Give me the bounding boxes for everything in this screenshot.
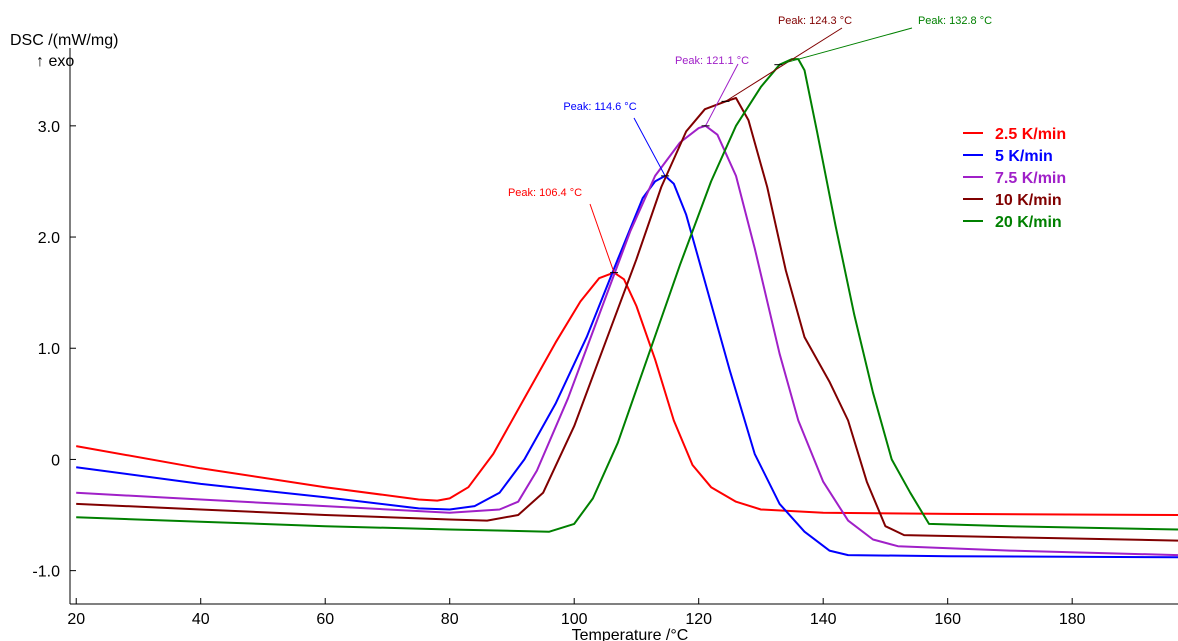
series-line bbox=[76, 58, 1178, 533]
x-tick-label: 80 bbox=[441, 611, 459, 628]
peak-label: Peak: 132.8 °C bbox=[918, 15, 992, 27]
series-line bbox=[76, 174, 1178, 559]
peak-leader-line bbox=[633, 117, 666, 177]
x-axis-title: Temperature /°C bbox=[572, 627, 689, 641]
legend-label: 5 K/min bbox=[995, 148, 1053, 165]
peak-leader-line bbox=[705, 63, 739, 127]
x-tick-label: 120 bbox=[685, 611, 712, 628]
peak-leader-line bbox=[778, 27, 913, 66]
y-tick-label: 3.0 bbox=[38, 119, 60, 136]
plot-layer: -1.0 0 1.0 2.0 3.0 20 40 60 80 100 120 140 160 180 Pea… bbox=[32, 15, 1178, 628]
peak-label: Peak: 106.4 °C bbox=[508, 187, 582, 199]
peak-leader-line bbox=[589, 203, 615, 273]
legend-label: 7.5 K/min bbox=[995, 170, 1066, 187]
series-line bbox=[76, 271, 1178, 516]
y-tick-label: -1.0 bbox=[32, 564, 60, 581]
x-tick-label: 40 bbox=[192, 611, 210, 628]
peak-label: Peak: 124.3 °C bbox=[778, 15, 852, 27]
x-tick-label: 60 bbox=[316, 611, 334, 628]
x-tick-label: 140 bbox=[810, 611, 837, 628]
y-tick-label: 0 bbox=[51, 452, 60, 469]
series-line bbox=[76, 124, 1178, 557]
x-tick-label: 20 bbox=[67, 611, 85, 628]
y-tick-label: 1.0 bbox=[38, 341, 60, 358]
peak-leader-line bbox=[725, 27, 843, 102]
x-tick-label: 100 bbox=[561, 611, 588, 628]
legend-label: 10 K/min bbox=[995, 192, 1062, 209]
peak-label: Peak: 121.1 °C bbox=[675, 55, 749, 67]
y-axis-title: DSC /(mW/mg) bbox=[10, 32, 118, 49]
peak-label: Peak: 114.6 °C bbox=[563, 101, 636, 113]
y-tick-label: 2.0 bbox=[38, 230, 60, 247]
legend: 2.5 K/min 5 K/min 7.5 K/min 10 K/min 20 K/mi… bbox=[963, 126, 1066, 231]
legend-label: 20 K/min bbox=[995, 214, 1062, 231]
y-axis-exo-label: ↑ exo bbox=[36, 53, 74, 70]
legend-label: 2.5 K/min bbox=[995, 126, 1066, 143]
series-line bbox=[76, 97, 1178, 542]
x-tick-label: 160 bbox=[934, 611, 961, 628]
x-tick-label: 180 bbox=[1059, 611, 1086, 628]
